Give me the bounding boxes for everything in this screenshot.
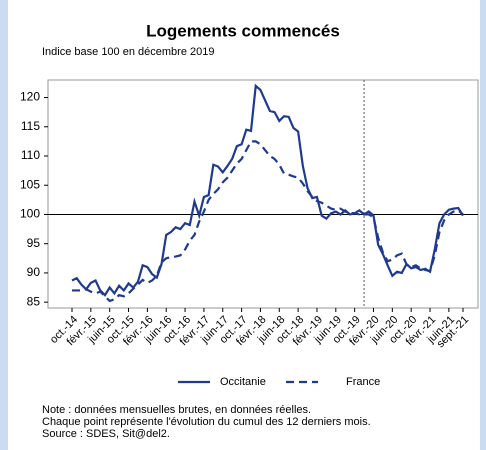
series-line [72, 140, 464, 303]
y-tick-label: 90 [27, 265, 41, 279]
y-tick-label: 95 [27, 236, 41, 250]
y-tick-label: 110 [21, 148, 40, 162]
note: Note : données mensuelles brutes, en don… [42, 404, 311, 416]
legend-label: France [346, 376, 380, 388]
y-tick-label: 120 [20, 90, 40, 104]
chart-title: Logements commencés [146, 21, 340, 40]
chart-subtitle: Indice base 100 en décembre 2019 [42, 46, 214, 58]
series-line [71, 83, 464, 297]
legend-label: Occitanie [220, 376, 266, 388]
y-tick-label: 115 [21, 119, 40, 133]
y-tick-label: 105 [20, 177, 40, 191]
plot-frame [47, 79, 479, 309]
note: Chaque point représente l'évolution du c… [42, 416, 371, 428]
note: Source : SDES, Sit@del2. [42, 428, 170, 440]
y-tick-label: 100 [20, 207, 40, 221]
y-tick-label: 85 [27, 294, 41, 308]
panel [8, 0, 480, 450]
